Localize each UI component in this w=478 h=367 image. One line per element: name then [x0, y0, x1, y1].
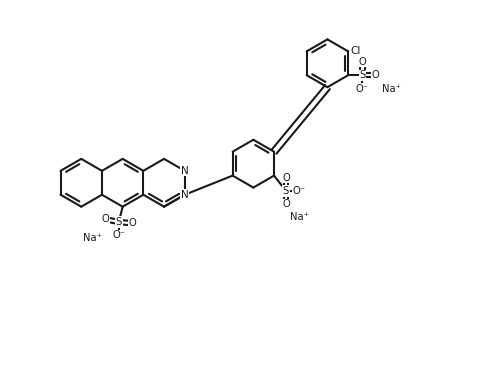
- Text: S: S: [116, 217, 122, 227]
- Text: S: S: [359, 70, 366, 80]
- Text: Na⁺: Na⁺: [290, 212, 309, 222]
- Text: O: O: [282, 172, 290, 182]
- Text: O⁻: O⁻: [293, 186, 306, 196]
- Text: O: O: [372, 70, 380, 80]
- Text: O: O: [128, 218, 136, 228]
- Text: O⁻: O⁻: [112, 230, 125, 240]
- Text: Na⁺: Na⁺: [83, 233, 102, 243]
- Text: Cl: Cl: [350, 46, 361, 56]
- Text: O⁻: O⁻: [356, 84, 369, 94]
- Text: Na⁺: Na⁺: [382, 84, 401, 94]
- Text: O: O: [358, 57, 366, 67]
- Text: S: S: [283, 186, 289, 196]
- Text: N: N: [181, 166, 189, 176]
- Text: O: O: [101, 214, 109, 224]
- Text: O: O: [282, 199, 290, 209]
- Text: N: N: [181, 190, 189, 200]
